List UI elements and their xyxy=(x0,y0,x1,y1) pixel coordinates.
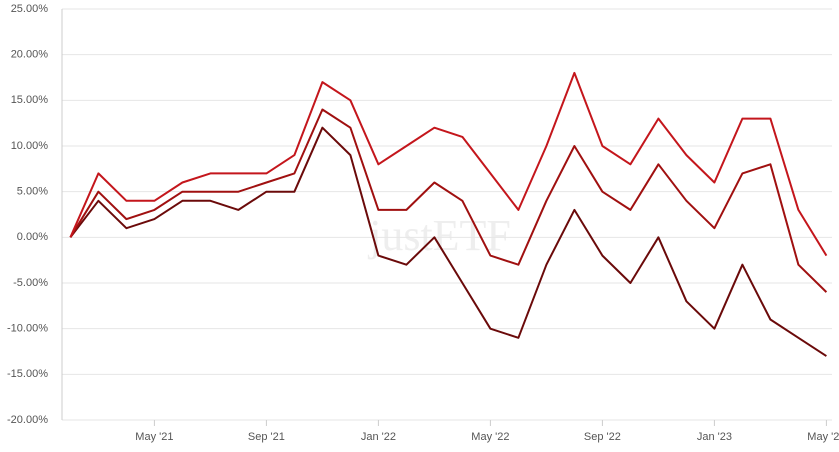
x-tick-label: Jan '23 xyxy=(697,431,732,443)
x-tick-label: May '23 xyxy=(807,431,839,443)
y-tick-label: 20.00% xyxy=(11,49,49,61)
x-tick-label: May '22 xyxy=(471,431,509,443)
y-tick-label: 10.00% xyxy=(11,140,49,152)
watermark: justETF xyxy=(367,211,511,260)
y-tick-label: 25.00% xyxy=(11,3,49,15)
x-tick-label: Sep '22 xyxy=(584,431,621,443)
y-tick-label: -15.00% xyxy=(7,368,48,380)
x-tick-label: Sep '21 xyxy=(248,431,285,443)
y-tick-label: 0.00% xyxy=(17,231,48,243)
line-series xyxy=(69,71,828,257)
y-tick-label: 5.00% xyxy=(17,186,48,198)
y-tick-label: -10.00% xyxy=(7,323,48,335)
y-tick-label: -5.00% xyxy=(13,277,48,289)
y-tick-label: 15.00% xyxy=(11,94,49,106)
y-tick-label: -20.00% xyxy=(7,414,48,426)
x-tick-label: May '21 xyxy=(135,431,173,443)
line-series xyxy=(69,126,827,357)
line-series xyxy=(69,108,828,293)
x-tick-label: Jan '22 xyxy=(361,431,396,443)
